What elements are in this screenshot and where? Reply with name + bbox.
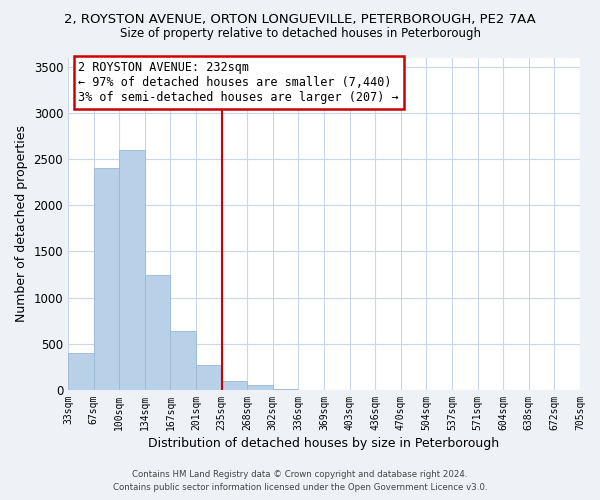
Text: 2, ROYSTON AVENUE, ORTON LONGUEVILLE, PETERBOROUGH, PE2 7AA: 2, ROYSTON AVENUE, ORTON LONGUEVILLE, PE… [64, 12, 536, 26]
Y-axis label: Number of detached properties: Number of detached properties [15, 125, 28, 322]
X-axis label: Distribution of detached houses by size in Peterborough: Distribution of detached houses by size … [148, 437, 500, 450]
Text: Size of property relative to detached houses in Peterborough: Size of property relative to detached ho… [119, 28, 481, 40]
Bar [196, 365, 221, 390]
Bar [273, 388, 298, 390]
Bar [94, 168, 119, 390]
Bar [221, 380, 247, 390]
Bar [145, 274, 170, 390]
Bar [247, 385, 273, 390]
Bar [170, 331, 196, 390]
Text: 2 ROYSTON AVENUE: 232sqm
← 97% of detached houses are smaller (7,440)
3% of semi: 2 ROYSTON AVENUE: 232sqm ← 97% of detach… [78, 61, 399, 104]
Bar [68, 353, 94, 390]
Bar [119, 150, 145, 390]
Text: Contains HM Land Registry data © Crown copyright and database right 2024.
Contai: Contains HM Land Registry data © Crown c… [113, 470, 487, 492]
